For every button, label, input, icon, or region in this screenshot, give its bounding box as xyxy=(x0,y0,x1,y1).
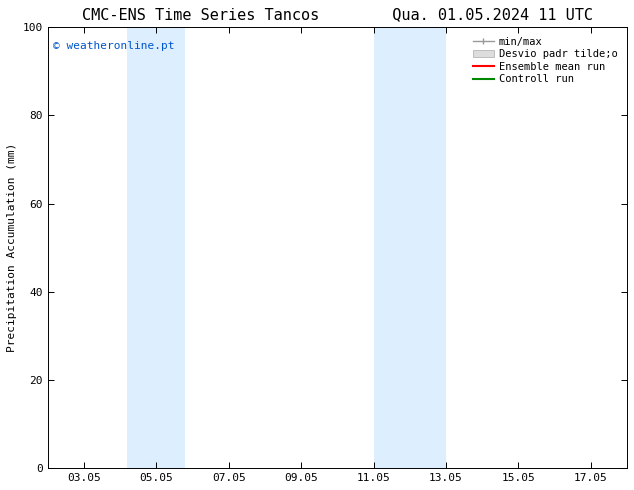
Legend: min/max, Desvio padr tilde;o, Ensemble mean run, Controll run: min/max, Desvio padr tilde;o, Ensemble m… xyxy=(469,32,622,89)
Bar xyxy=(373,27,446,468)
Text: © weatheronline.pt: © weatheronline.pt xyxy=(53,41,175,50)
Bar xyxy=(127,27,185,468)
Y-axis label: Precipitation Accumulation (mm): Precipitation Accumulation (mm) xyxy=(7,143,17,352)
Title: CMC-ENS Time Series Tancos        Qua. 01.05.2024 11 UTC: CMC-ENS Time Series Tancos Qua. 01.05.20… xyxy=(82,7,593,22)
